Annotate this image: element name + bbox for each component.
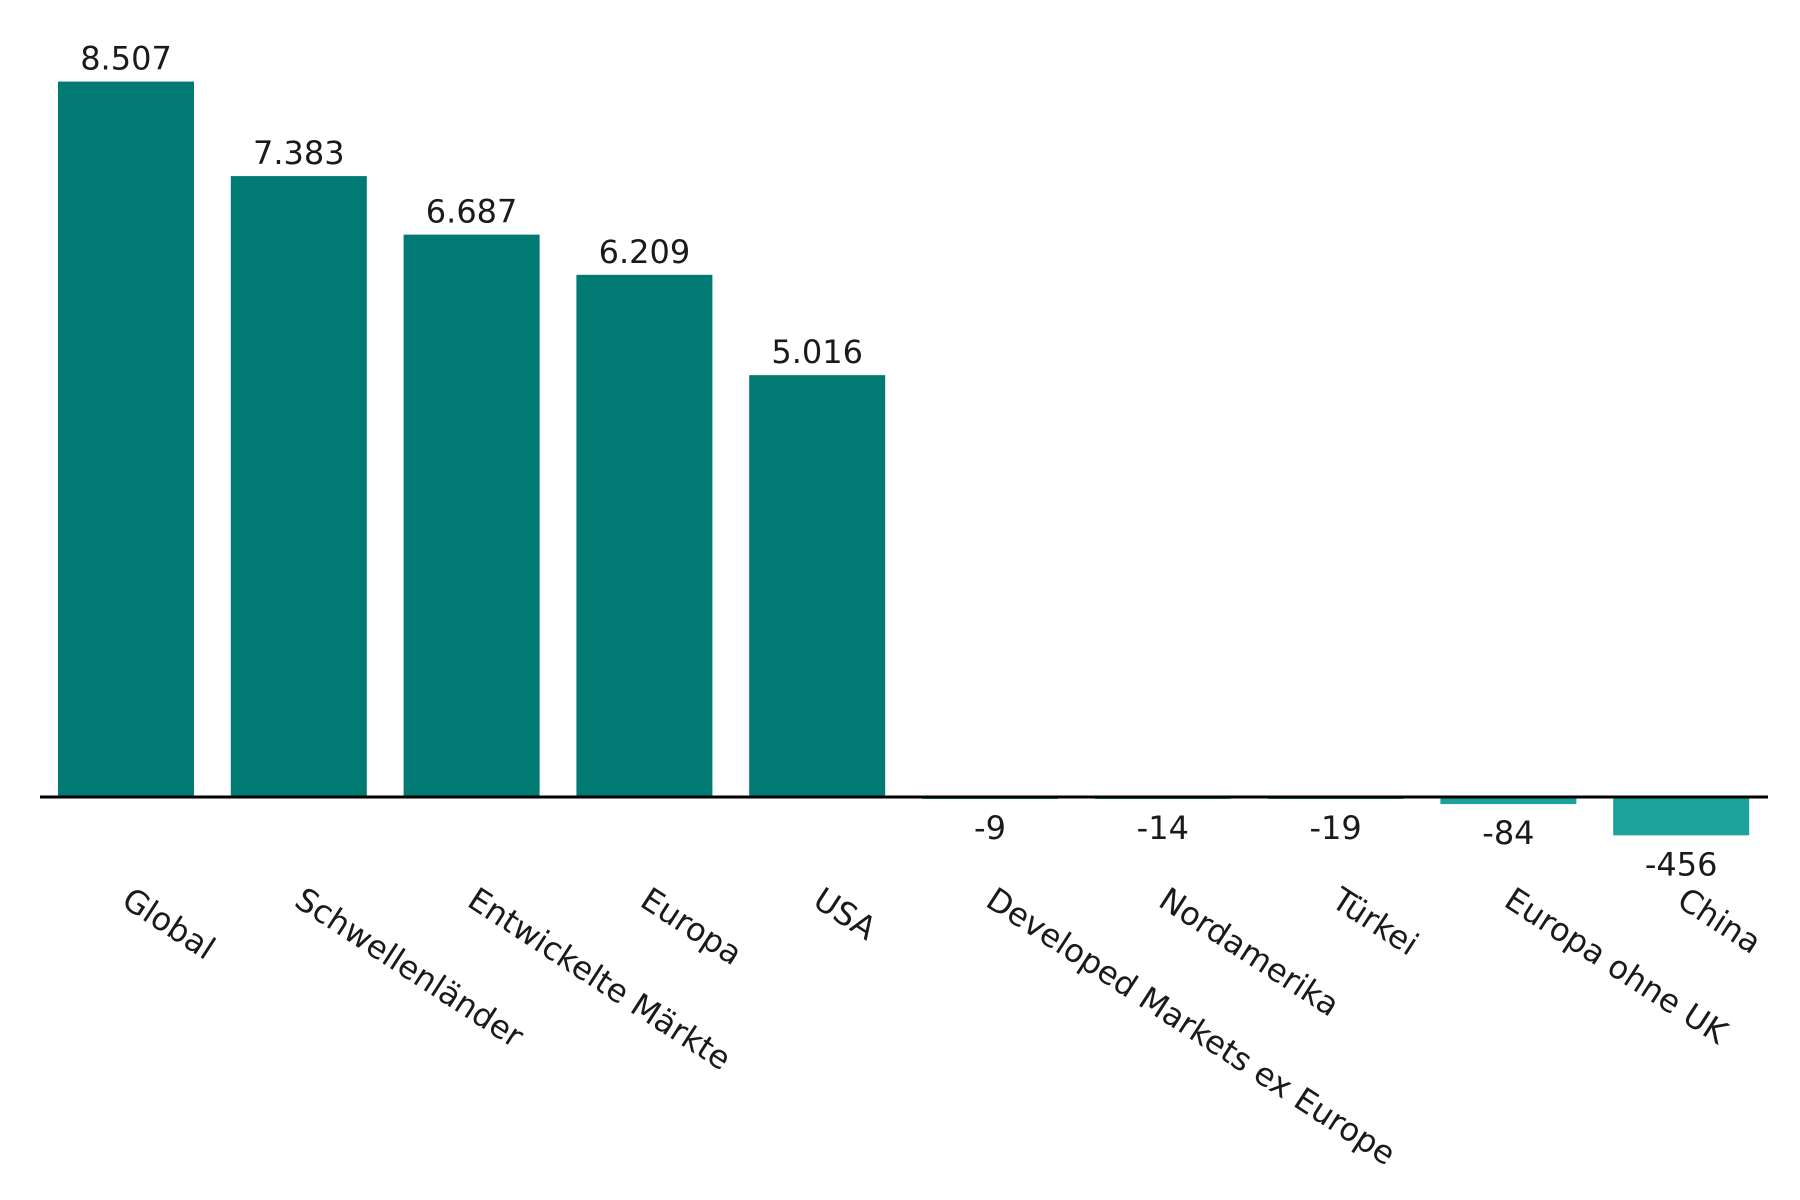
- value-label-developed-markets-ex-europe: -9: [974, 809, 1006, 847]
- value-labels-group: 8.507 7.383 6.687 6.209 5.016 -9 -14 -19 -84 -456: [80, 40, 1717, 884]
- value-label-global: 8.507: [80, 40, 172, 78]
- bars-group: [58, 81, 1750, 836]
- bar-usa: [749, 375, 886, 797]
- value-label-schwellenlaender: 7.383: [253, 134, 345, 172]
- bar-global: [58, 81, 194, 798]
- value-label-entwickelte-maerkte: 6.687: [426, 193, 518, 231]
- category-label-global: Global: [116, 880, 222, 967]
- value-label-europa: 6.209: [599, 233, 691, 271]
- value-label-tuerkei: -19: [1309, 809, 1361, 847]
- value-label-europa-ohne-uk: -84: [1482, 814, 1534, 852]
- value-label-nordamerika: -14: [1137, 809, 1189, 847]
- bar-china: [1613, 797, 1750, 836]
- value-label-china: -456: [1645, 845, 1718, 883]
- value-label-usa: 5.016: [771, 333, 863, 371]
- category-label-china: China: [1671, 880, 1768, 962]
- bar-schwellenlaender: [230, 176, 367, 797]
- bar-europa-ohne-uk: [1440, 797, 1577, 805]
- bar-europa: [576, 274, 713, 797]
- category-label-tuerkei: Türkei: [1324, 879, 1425, 963]
- category-label-europa: Europa: [634, 880, 749, 973]
- bar-entwickelte-maerkte: [403, 234, 540, 798]
- category-label-usa: USA: [807, 880, 883, 948]
